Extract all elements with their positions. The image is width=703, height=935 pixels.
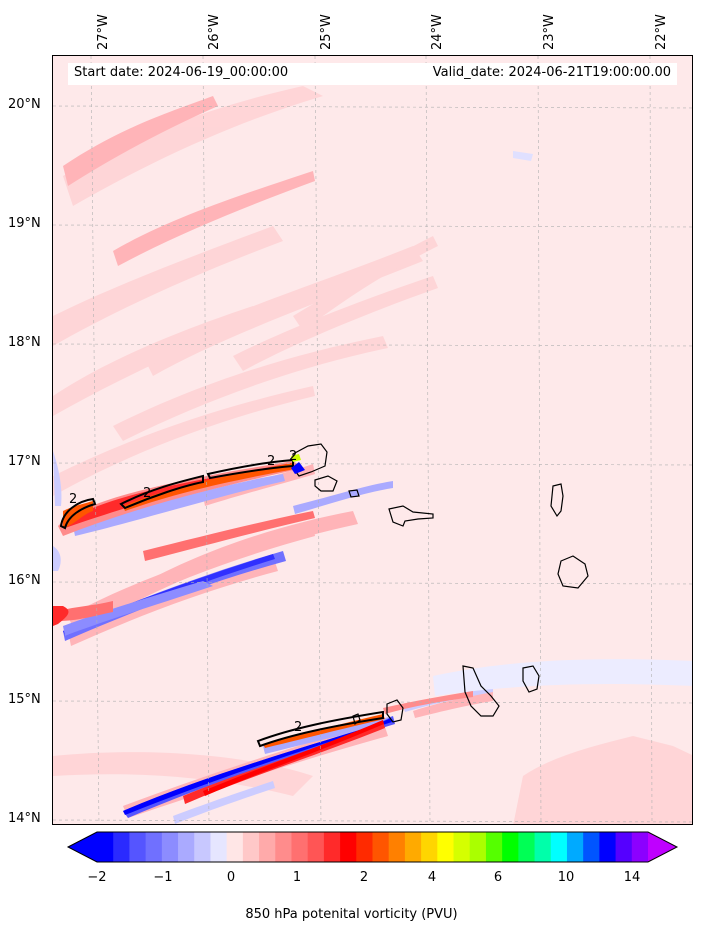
colorbar-segment	[469, 832, 487, 862]
colorbar-segment	[113, 832, 130, 862]
pv-negative-streaks	[53, 151, 692, 824]
colorbar-segment	[275, 832, 292, 862]
lon-label: 25°W	[319, 14, 334, 50]
colorbar-extend-high	[648, 832, 677, 862]
colorbar-segment	[534, 832, 552, 862]
lat-label: 19°N	[8, 216, 41, 231]
colorbar-segment	[615, 832, 633, 862]
island-maio	[522, 665, 540, 693]
start-date: Start date: 2024-06-19_00:00:00	[74, 65, 289, 80]
colorbar-tick-label: 4	[427, 870, 437, 885]
colorbar-segment	[210, 832, 228, 862]
colorbar-tick-label: 1	[292, 870, 302, 885]
colorbar-segment	[194, 832, 211, 862]
colorbar-segment	[550, 832, 568, 862]
colorbar-segment	[145, 832, 163, 862]
colorbar-segment	[583, 832, 600, 862]
island-sao-nicolau	[388, 505, 434, 527]
lon-label: 26°W	[207, 14, 222, 50]
island-sao-vicente	[314, 475, 338, 492]
colorbar-segment	[291, 832, 309, 862]
lat-label: 20°N	[8, 97, 41, 112]
valid-date: Valid_date: 2024-06-21T19:00:00.00	[432, 65, 671, 80]
colorbar-segment	[259, 832, 276, 862]
colorbar-segment	[242, 832, 260, 862]
colorbar-segment	[356, 832, 373, 862]
contour-label: 2	[289, 449, 298, 464]
map-canvas	[53, 56, 692, 824]
island-boa-vista	[557, 555, 589, 589]
lon-label: 27°W	[96, 14, 111, 50]
colorbar-extend-low	[68, 832, 97, 862]
colorbar-segment	[404, 832, 422, 862]
colorbar-segment	[502, 832, 519, 862]
colorbar-segment	[323, 832, 341, 862]
contour-label: 2	[143, 486, 152, 501]
lat-label: 14°N	[8, 811, 41, 826]
contour-label: 2	[69, 492, 78, 507]
colorbar-segment	[340, 832, 357, 862]
island-brava	[352, 713, 361, 726]
lat-label: 15°N	[8, 692, 41, 707]
pv-maximum-highlight	[291, 454, 301, 462]
colorbar-segment	[161, 832, 179, 862]
colorbar-title: 850 hPa potenital vorticity (PVU)	[245, 907, 458, 922]
date-info-bar: Start date: 2024-06-19_00:00:00 Valid_da…	[68, 63, 677, 85]
lat-label: 17°N	[8, 454, 41, 469]
colorbar-tick-label: −1	[153, 870, 173, 885]
colorbar-segment	[372, 832, 390, 862]
colorbar-tick-label: 0	[226, 870, 236, 885]
island-fogo	[386, 699, 404, 723]
colorbar-segment	[421, 832, 438, 862]
colorbar-tick-label: −2	[87, 870, 107, 885]
lat-label: 18°N	[8, 335, 41, 350]
colorbar-outline	[66, 831, 679, 863]
colorbar-segment	[388, 832, 406, 862]
colorbar-tick-label: 6	[493, 870, 503, 885]
graticule	[53, 56, 692, 824]
colorbar-segment	[129, 832, 147, 862]
map-panel: 2 2 2 2 2 Start date: 2024-06-19_00:00:0…	[52, 55, 693, 825]
lon-label: 22°W	[654, 14, 669, 50]
colorbar-segment	[599, 832, 617, 862]
colorbar-segment	[437, 832, 455, 862]
island-santiago	[462, 665, 500, 717]
islands	[292, 443, 589, 726]
colorbar-tick-label: 10	[557, 870, 575, 885]
colorbar-segment	[453, 832, 471, 862]
pv-minimum-highlight	[291, 462, 305, 474]
colorbar-segment	[307, 832, 325, 862]
colorbar-tick-label: 2	[359, 870, 369, 885]
lon-label: 24°W	[430, 14, 445, 50]
colorbar-segment	[97, 832, 114, 862]
colorbar	[66, 831, 679, 863]
colorbar-segment	[485, 832, 503, 862]
colorbar-segment	[631, 832, 649, 862]
contour-label: 2	[267, 454, 276, 469]
lon-label: 23°W	[542, 14, 557, 50]
colorbar-segment	[518, 832, 536, 862]
pv-background-shading	[53, 86, 692, 824]
colorbar-tick-label: 14	[623, 870, 641, 885]
colorbar-segment	[226, 832, 244, 862]
contour-label: 2	[294, 720, 303, 735]
colorbar-segment	[566, 832, 584, 862]
lat-label: 16°N	[8, 573, 41, 588]
colorbar-segment	[178, 832, 195, 862]
island-santa-luzia	[348, 489, 360, 498]
island-sal	[550, 483, 564, 518]
